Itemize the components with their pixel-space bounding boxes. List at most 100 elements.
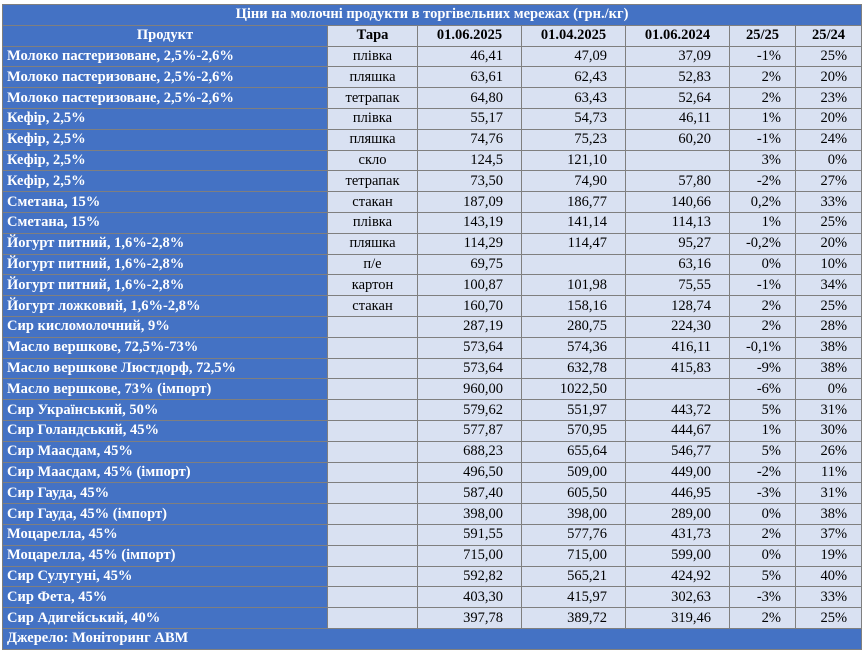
table-row: Йогурт ложковий, 1,6%-2,8% стакан 160,70 15… <box>2 295 863 317</box>
change-25-24-cell: 25% <box>794 295 863 317</box>
price-2025-04-cell: 47,09 <box>521 45 626 68</box>
table-row: Сметана, 15% плівка 143,19 141,14 114,13 1% 25… <box>2 211 863 234</box>
product-cell: Сир Маасдам, 45% <box>2 440 328 463</box>
column-header-date3: 01.06.2024 <box>625 24 730 47</box>
table-row: Кефір, 2,5% тетрапак 73,50 74,90 57,80 -2% 27% <box>2 170 863 193</box>
change-25-25-cell: 2% <box>729 607 796 629</box>
table-row: Сир кисломолочний, 9% 287,19 280,75 224,30 2… <box>2 315 863 338</box>
table-row: Кефір, 2,5% плівка 55,17 54,73 46,11 1% 20% <box>2 107 863 130</box>
pack-cell: пляшка <box>327 232 418 255</box>
price-2024-06-cell: 114,13 <box>625 211 730 234</box>
table-row: Сир Голандський, 45% 577,87 570,95 444,67 1%… <box>2 419 863 442</box>
pack-cell: п/е <box>327 253 418 276</box>
pack-cell <box>327 565 418 588</box>
change-25-25-cell: 0,2% <box>729 191 796 213</box>
price-2024-06-cell: 431,73 <box>625 523 730 546</box>
change-25-24-cell: 23% <box>794 87 863 109</box>
pack-cell: плівка <box>327 45 418 68</box>
pack-cell <box>327 440 418 463</box>
price-2025-04-cell: 54,73 <box>521 107 626 130</box>
price-2025-04-cell: 574,36 <box>521 336 626 359</box>
product-cell: Кефір, 2,5% <box>2 170 328 193</box>
product-cell: Масло вершкове, 73% (імпорт) <box>2 378 328 401</box>
price-2024-06-cell: 424,92 <box>625 565 730 588</box>
change-25-25-cell: -0,2% <box>729 232 796 255</box>
price-2025-06-cell: 591,55 <box>417 523 522 546</box>
change-25-25-cell: -0,1% <box>729 336 796 359</box>
table-row: Молоко пастеризоване, 2,5%-2,6% плівка 46,… <box>2 45 863 68</box>
price-2025-04-cell: 509,00 <box>521 461 626 484</box>
pack-cell <box>327 482 418 505</box>
change-25-25-cell: 1% <box>729 419 796 442</box>
change-25-24-cell: 10% <box>794 253 863 276</box>
product-cell: Сир Український, 50% <box>2 399 328 421</box>
pack-cell <box>327 607 418 629</box>
product-cell: Кефір, 2,5% <box>2 128 328 151</box>
change-25-24-cell: 30% <box>794 419 863 442</box>
product-cell: Сир Сулугуні, 45% <box>2 565 328 588</box>
pack-cell <box>327 419 418 442</box>
column-header-change2: 25/24 <box>794 24 863 47</box>
price-2024-06-cell: 416,11 <box>625 336 730 359</box>
table-title: Ціни на молочні продукти в торгівельних … <box>1 4 863 26</box>
pack-cell: стакан <box>327 295 418 317</box>
change-25-24-cell: 33% <box>794 586 863 609</box>
change-25-24-cell: 26% <box>794 440 863 463</box>
price-2025-04-cell: 62,43 <box>521 66 626 89</box>
change-25-24-cell: 20% <box>794 66 863 89</box>
change-25-25-cell: 2% <box>729 66 796 89</box>
change-25-25-cell: 5% <box>729 399 796 421</box>
table-row: Йогурт питний, 1,6%-2,8% картон 100,87 101,… <box>2 274 863 297</box>
change-25-24-cell: 25% <box>794 45 863 68</box>
change-25-24-cell: 27% <box>794 170 863 193</box>
table-row: Сир Гауда, 45% 587,40 605,50 446,95 -3% 31% <box>2 482 863 505</box>
change-25-25-cell: -1% <box>729 128 796 151</box>
price-2025-04-cell: 565,21 <box>521 565 626 588</box>
table-row: Масло вершкове, 72,5%-73% 573,64 574,36 416… <box>2 336 863 359</box>
table-row: Сир Адигейський, 40% 397,78 389,72 319,46 2%… <box>2 607 863 629</box>
price-2025-06-cell: 74,76 <box>417 128 522 151</box>
price-2024-06-cell: 546,77 <box>625 440 730 463</box>
price-2025-04-cell: 389,72 <box>521 607 626 629</box>
change-25-25-cell: -2% <box>729 170 796 193</box>
pack-cell: картон <box>327 274 418 297</box>
product-cell: Молоко пастеризоване, 2,5%-2,6% <box>2 87 328 109</box>
change-25-24-cell: 38% <box>794 336 863 359</box>
pack-cell <box>327 503 418 525</box>
price-2024-06-cell: 444,67 <box>625 419 730 442</box>
change-25-24-cell: 11% <box>794 461 863 484</box>
change-25-25-cell: -1% <box>729 274 796 297</box>
price-2025-04-cell: 141,14 <box>521 211 626 234</box>
pack-cell: скло <box>327 149 418 172</box>
table-row: Сир Маасдам, 45% 688,23 655,64 546,77 5% 26% <box>2 440 863 463</box>
price-2025-04-cell: 1022,50 <box>521 378 626 401</box>
price-2025-04-cell: 415,97 <box>521 586 626 609</box>
pack-cell <box>327 378 418 401</box>
price-2025-06-cell: 577,87 <box>417 419 522 442</box>
pack-cell <box>327 399 418 421</box>
change-25-25-cell: 1% <box>729 107 796 130</box>
price-2025-04-cell: 577,76 <box>521 523 626 546</box>
product-cell: Масло вершкове Люстдорф, 72,5% <box>2 357 328 380</box>
change-25-24-cell: 31% <box>794 399 863 421</box>
price-2025-04-cell: 605,50 <box>521 482 626 505</box>
product-cell: Кефір, 2,5% <box>2 149 328 172</box>
change-25-24-cell: 25% <box>794 607 863 629</box>
change-25-25-cell: -9% <box>729 357 796 380</box>
price-2024-06-cell: 60,20 <box>625 128 730 151</box>
price-2025-06-cell: 73,50 <box>417 170 522 193</box>
product-cell: Сир Гауда, 45% <box>2 482 328 505</box>
price-2025-04-cell: 74,90 <box>521 170 626 193</box>
price-2024-06-cell: 446,95 <box>625 482 730 505</box>
column-header-product: Продукт <box>2 24 328 47</box>
table-row: Сир Сулугуні, 45% 592,82 565,21 424,92 5% 40% <box>2 565 863 588</box>
price-2024-06-cell: 52,64 <box>625 87 730 109</box>
price-2025-04-cell: 551,97 <box>521 399 626 421</box>
price-2025-06-cell: 46,41 <box>417 45 522 68</box>
price-2025-04-cell: 114,47 <box>521 232 626 255</box>
price-2025-04-cell: 101,98 <box>521 274 626 297</box>
price-2024-06-cell: 128,74 <box>625 295 730 317</box>
price-2025-04-cell: 158,16 <box>521 295 626 317</box>
product-cell: Молоко пастеризоване, 2,5%-2,6% <box>2 66 328 89</box>
price-2025-06-cell: 960,00 <box>417 378 522 401</box>
